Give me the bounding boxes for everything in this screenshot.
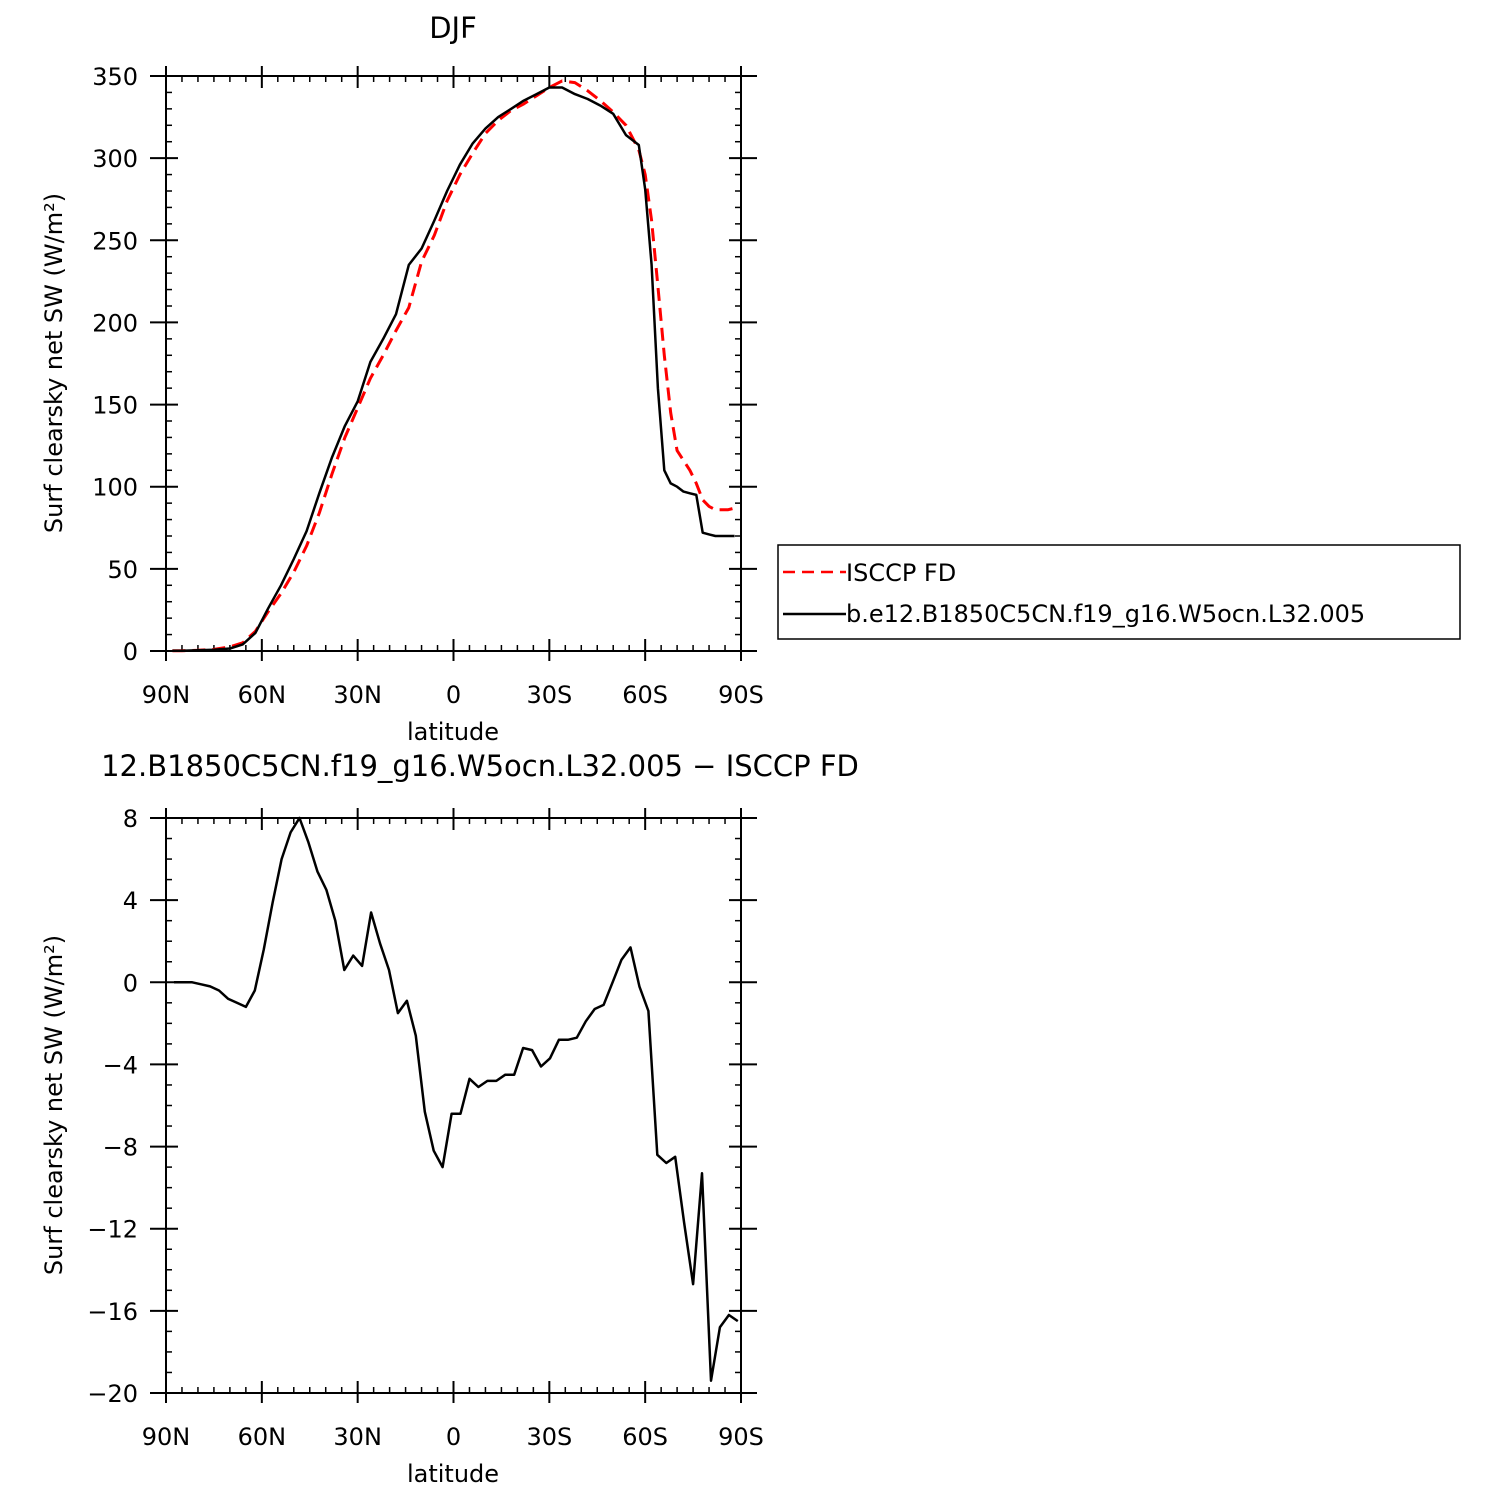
bottom-chart-title: 12.B1850C5CN.f19_g16.W5ocn.L32.005 − ISC… [101,749,859,783]
bottom-x-tick-labels: 90N 60N 30N 0 30S 60S 90S [142,1423,764,1451]
y-tick-label: 4 [123,887,138,915]
difference-series-line [174,816,739,1382]
y-tick-label: 250 [92,227,138,255]
top-ticks [150,66,757,661]
bottom-panel: 12.B1850C5CN.f19_g16.W5ocn.L32.005 − ISC… [40,749,859,1488]
isccp-fd-series-line [172,79,735,653]
y-tick-label: −8 [103,1134,138,1162]
y-tick-label: 50 [107,556,138,584]
bottom-y-tick-labels: −20 −16 −12 −8 −4 0 4 8 [87,805,138,1408]
top-series [172,79,735,653]
model-series-line [172,86,735,653]
y-tick-label: −16 [87,1298,138,1326]
legend-label-model: b.e12.B1850C5CN.f19_g16.W5ocn.L32.005 [846,600,1365,628]
x-tick-label: 90S [718,681,764,709]
legend-box [777,544,1461,640]
x-tick-label: 60S [622,681,668,709]
x-tick-label: 30N [333,681,382,709]
y-tick-label: −4 [103,1051,138,1079]
y-tick-label: −20 [87,1380,138,1408]
bottom-ticks [150,808,757,1403]
x-tick-label: 90N [142,681,191,709]
x-tick-label: 60N [238,1423,287,1451]
top-plot-frame [165,75,742,652]
top-y-tick-labels: 0 50 100 150 200 250 300 350 [92,63,138,666]
x-tick-label: 60N [238,681,287,709]
x-tick-label: 30S [526,1423,572,1451]
y-tick-label: 200 [92,309,138,337]
legend: ISCCP FD b.e12.B1850C5CN.f19_g16.W5ocn.L… [777,544,1461,640]
x-tick-label: 60S [622,1423,668,1451]
legend-label-isccp: ISCCP FD [846,559,956,587]
x-tick-label: 0 [446,681,461,709]
y-tick-label: 300 [92,145,138,173]
x-tick-label: 90S [718,1423,764,1451]
top-y-axis-label: Surf clearsky net SW (W/m²) [40,193,68,533]
bottom-series [174,816,739,1382]
y-tick-label: 0 [123,969,138,997]
top-x-tick-labels: 90N 60N 30N 0 30S 60S 90S [142,681,764,709]
top-panel: DJF 90N 60N 30N 0 30S 60S 90S 0 50 100 150 200 250 3… [40,11,1461,746]
top-x-axis-label: latitude [407,718,499,746]
x-tick-label: 30S [526,681,572,709]
bottom-y-axis-label: Surf clearsky net SW (W/m²) [40,935,68,1275]
y-tick-label: 0 [123,638,138,666]
y-tick-label: 8 [123,805,138,833]
y-tick-label: 150 [92,392,138,420]
y-tick-label: −12 [87,1216,138,1244]
x-tick-label: 0 [446,1423,461,1451]
bottom-x-axis-label: latitude [407,1460,499,1488]
bottom-plot-frame [165,817,742,1394]
y-tick-label: 100 [92,474,138,502]
top-chart-title: DJF [429,11,477,45]
x-tick-label: 30N [333,1423,382,1451]
x-tick-label: 90N [142,1423,191,1451]
y-tick-label: 350 [92,63,138,91]
